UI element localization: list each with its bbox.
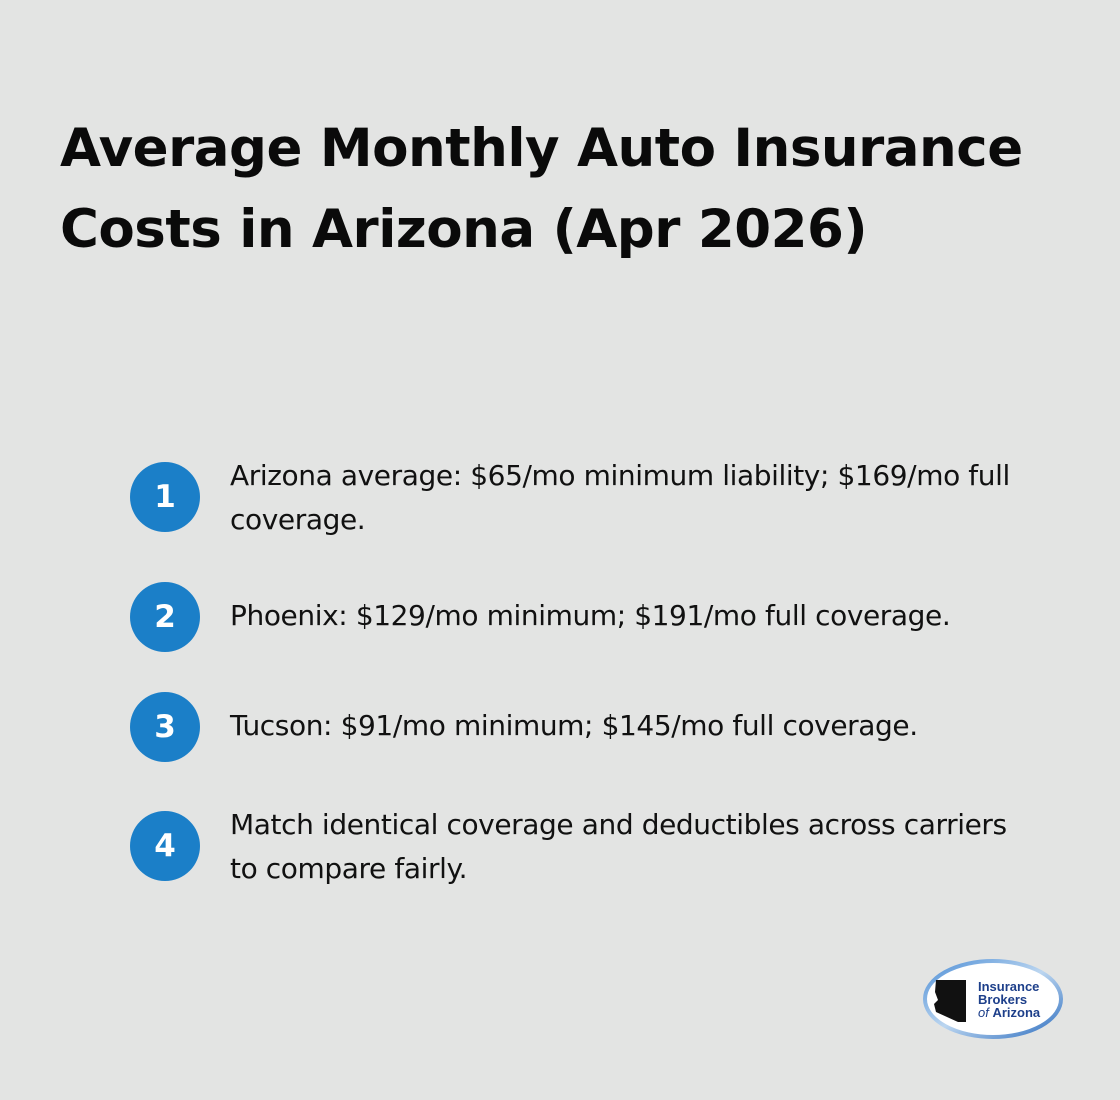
logo-text: Insurance Brokers of Arizona (978, 980, 1040, 1019)
page-title: Average Monthly Auto Insurance Costs in … (60, 118, 1023, 260)
number-badge: 1 (130, 462, 200, 532)
logo-arizona: Arizona (992, 1005, 1041, 1020)
list-item-text: Phoenix: $129/mo minimum; $191/mo full c… (230, 599, 951, 632)
logo-of: of (978, 1005, 989, 1020)
number-badge: 4 (130, 811, 200, 881)
number-badge: 2 (130, 582, 200, 652)
logo-line-2: Brokers (978, 992, 1028, 1007)
cost-list: 1 Arizona average: $65/mo minimum liabil… (130, 0, 1030, 1100)
logo-line-3: of Arizona (978, 1006, 1040, 1019)
list-item-text: Match identical coverage and deductibles… (230, 808, 1007, 885)
list-item-text: Arizona average: $65/mo minimum liabilit… (230, 459, 1010, 536)
logo-line-1: Insurance (978, 979, 1040, 994)
number-badge: 3 (130, 692, 200, 762)
arizona-shape-icon (934, 980, 966, 1022)
list-item-text: Tucson: $91/mo minimum; $145/mo full cov… (230, 709, 918, 742)
insurance-brokers-logo (923, 959, 1063, 1039)
